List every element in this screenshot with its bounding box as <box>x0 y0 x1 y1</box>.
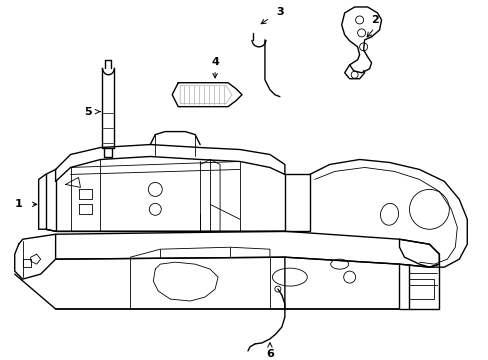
Text: 3: 3 <box>276 7 283 17</box>
Text: 6: 6 <box>265 349 273 359</box>
Text: 1: 1 <box>15 199 22 210</box>
Text: 2: 2 <box>370 15 378 25</box>
Text: 4: 4 <box>211 57 219 67</box>
Text: 5: 5 <box>84 107 92 117</box>
